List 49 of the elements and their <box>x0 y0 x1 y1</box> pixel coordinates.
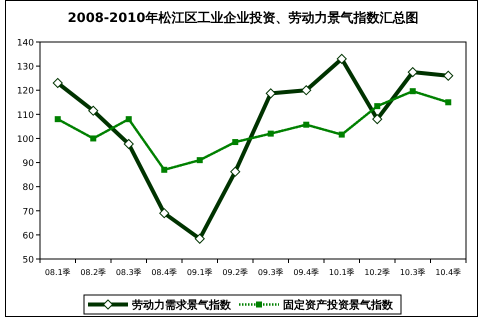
y-tick-label: 70 <box>22 207 34 218</box>
y-tick-label: 110 <box>16 110 34 121</box>
x-tick-label: 09.1季 <box>186 268 213 277</box>
x-tick-label: 10.3季 <box>400 268 426 277</box>
point <box>124 138 134 149</box>
x-tick-label: 09.4季 <box>293 268 320 277</box>
x-tick-label: 09.2季 <box>222 268 248 277</box>
y-tick-label: 50 <box>22 256 34 266</box>
point <box>374 103 380 110</box>
point <box>338 132 345 138</box>
y-tick-label: 80 <box>22 183 34 194</box>
x-tick-label: 10.1季 <box>328 268 355 277</box>
point <box>301 85 312 96</box>
point <box>230 166 240 177</box>
chart-title: 2008-2010年松江区工业企业投资、劳动力景气指数汇总图 <box>68 10 418 26</box>
y-tick-label: 90 <box>22 159 34 170</box>
point <box>408 67 418 78</box>
point <box>445 99 452 106</box>
x-tick-label: 08.2季 <box>80 268 106 277</box>
point <box>232 139 238 146</box>
point <box>410 88 416 94</box>
point <box>336 54 347 64</box>
x-tick-label: 09.3季 <box>258 268 284 277</box>
point <box>88 106 98 116</box>
legend-label: 劳动力需求景气指数 <box>132 298 232 312</box>
point <box>372 114 382 124</box>
x-tick-label: 08.4季 <box>151 268 178 277</box>
point <box>126 116 132 122</box>
y-tick-label: 60 <box>22 231 34 242</box>
y-tick-label: 120 <box>16 86 34 97</box>
legend-label: 固定资产投资景气指数 <box>283 298 394 312</box>
y-tick-label: 140 <box>16 38 34 48</box>
point <box>268 130 274 137</box>
point <box>161 166 168 173</box>
point <box>266 88 276 98</box>
point <box>443 70 454 81</box>
x-tick-label: 10.2季 <box>364 268 390 277</box>
y-tick-label: 100 <box>16 134 34 145</box>
x-tick-label: 10.4季 <box>435 268 462 277</box>
point <box>54 116 61 122</box>
point <box>52 78 63 88</box>
point <box>159 208 170 218</box>
x-tick-label: 08.3季 <box>116 268 142 277</box>
point <box>196 157 203 164</box>
point <box>303 122 310 128</box>
y-tick-label: 130 <box>16 62 34 73</box>
x-tick-label: 08.1季 <box>44 268 71 277</box>
point <box>194 234 205 244</box>
point <box>90 135 96 142</box>
